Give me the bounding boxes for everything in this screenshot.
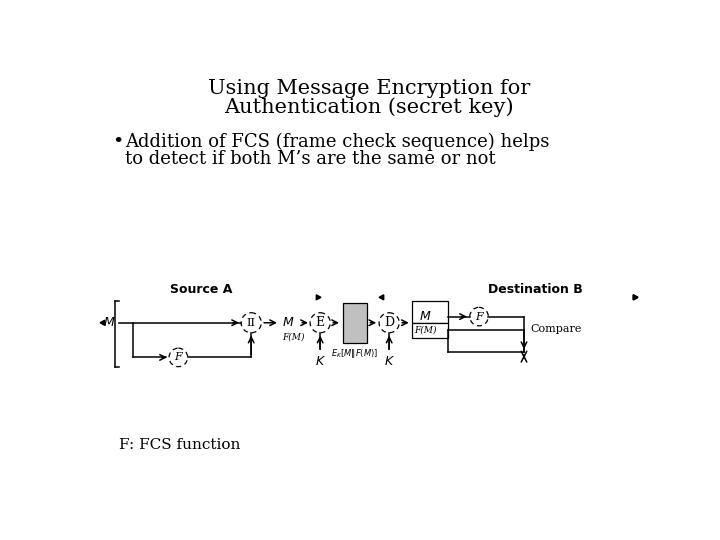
Text: F: F xyxy=(174,353,182,362)
Text: Using Message Encryption for: Using Message Encryption for xyxy=(208,79,530,98)
Text: Authentication (secret key): Authentication (secret key) xyxy=(224,97,514,117)
Text: $M$: $M$ xyxy=(419,310,432,323)
Text: •: • xyxy=(112,132,123,151)
Text: E: E xyxy=(315,316,325,329)
Text: Destination B: Destination B xyxy=(488,283,583,296)
Bar xyxy=(343,303,367,343)
Text: $E_K[M \| F(M)]$: $E_K[M \| F(M)]$ xyxy=(331,347,379,360)
Text: Compare: Compare xyxy=(530,324,582,334)
Bar xyxy=(413,301,448,323)
Text: D: D xyxy=(384,316,395,329)
Text: F(M): F(M) xyxy=(414,326,437,335)
Text: $M$: $M$ xyxy=(103,316,116,329)
Text: to detect if both M’s are the same or not: to detect if both M’s are the same or no… xyxy=(125,150,495,167)
Bar xyxy=(413,323,448,338)
Polygon shape xyxy=(379,295,384,300)
Polygon shape xyxy=(100,320,104,325)
Text: Addition of FCS (frame check sequence) helps: Addition of FCS (frame check sequence) h… xyxy=(125,132,549,151)
Text: F(M): F(M) xyxy=(282,333,305,342)
Text: $K$: $K$ xyxy=(384,355,395,368)
Text: $M$: $M$ xyxy=(282,316,294,329)
Polygon shape xyxy=(634,295,638,300)
Text: II: II xyxy=(247,318,256,328)
Text: $K$: $K$ xyxy=(315,355,325,368)
Text: F: F xyxy=(475,312,483,322)
Text: Source A: Source A xyxy=(170,283,232,296)
Polygon shape xyxy=(634,295,638,300)
Text: F: FCS function: F: FCS function xyxy=(120,438,240,453)
Polygon shape xyxy=(316,295,321,300)
